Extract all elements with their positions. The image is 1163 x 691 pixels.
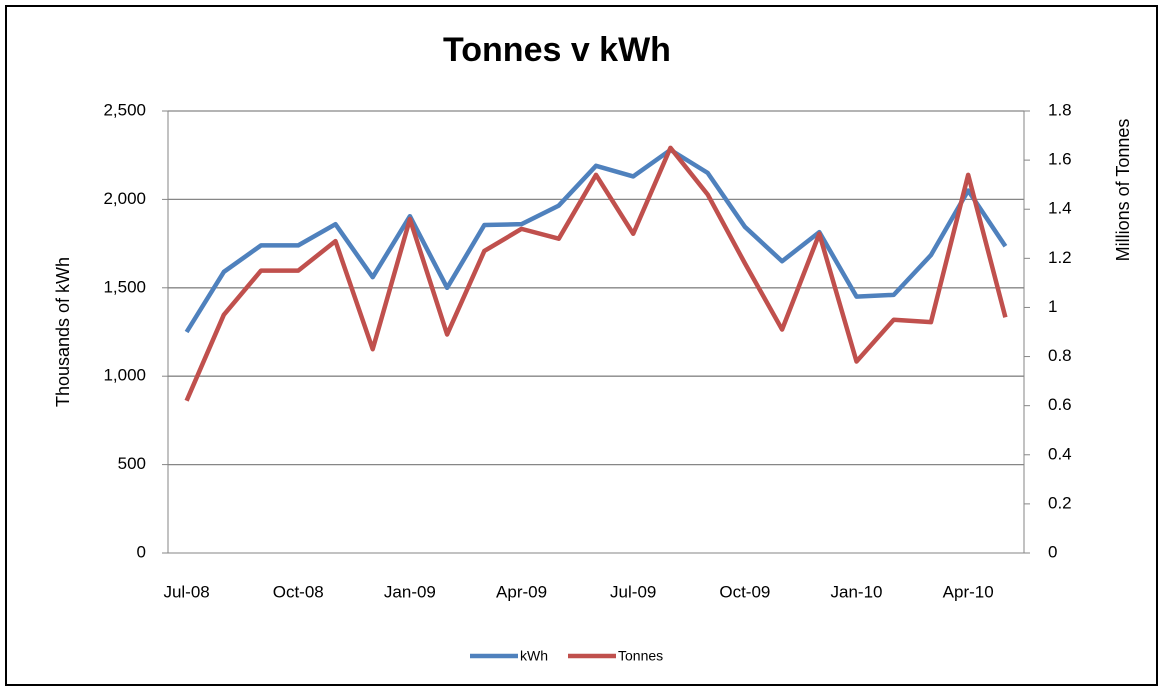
x-tick-label: Apr-09: [496, 582, 547, 601]
series-line: [184, 145, 1008, 402]
y-tick-label: 0: [137, 542, 146, 561]
chart-frame: [5, 5, 1158, 686]
x-tick-label: Jan-10: [831, 582, 883, 601]
y2-tick-label: 0: [1048, 542, 1057, 561]
y-tick-label: 1,000: [103, 366, 146, 385]
x-tick-label: Jan-09: [384, 582, 436, 601]
y2-tick-label: 0.8: [1048, 346, 1072, 365]
legend-label: kWh: [520, 648, 548, 664]
x-tick-label: Oct-09: [719, 582, 770, 601]
y2-tick-label: 1.4: [1048, 199, 1072, 218]
y-tick-label: 500: [118, 454, 146, 473]
y2-tick-label: 1.2: [1048, 248, 1072, 267]
x-tick-label: Oct-08: [273, 582, 324, 601]
y2-axis-label: Millions of Tonnes: [1113, 119, 1133, 262]
series-line: [184, 147, 1008, 334]
y-axis-label: Thousands of kWh: [53, 257, 73, 407]
y-tick-label: 1,500: [103, 277, 146, 296]
y2-tick-label: 1: [1048, 297, 1057, 316]
y-tick-label: 2,500: [103, 100, 146, 119]
y2-tick-label: 0.2: [1048, 493, 1072, 512]
legend-label: Tonnes: [618, 648, 663, 664]
y2-tick-label: 1.8: [1048, 100, 1072, 119]
x-tick-label: Jul-08: [163, 582, 209, 601]
y-tick-label: 2,000: [103, 189, 146, 208]
x-tick-label: Jul-09: [610, 582, 656, 601]
y2-tick-label: 1.6: [1048, 150, 1072, 169]
y2-tick-label: 0.4: [1048, 444, 1072, 463]
x-tick-label: Apr-10: [943, 582, 994, 601]
chart-title: Tonnes v kWh: [443, 31, 671, 69]
y2-tick-label: 0.6: [1048, 395, 1072, 414]
